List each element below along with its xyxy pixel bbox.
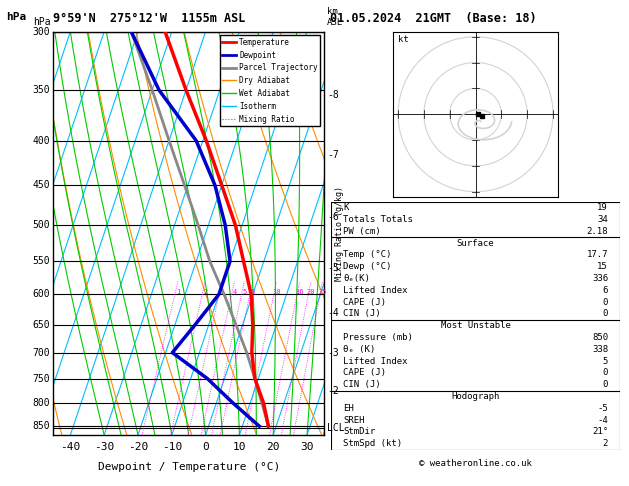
- Text: 01.05.2024  21GMT  (Base: 18): 01.05.2024 21GMT (Base: 18): [330, 12, 537, 25]
- Text: 600: 600: [33, 289, 50, 299]
- Text: 2.18: 2.18: [586, 226, 608, 236]
- Text: 6: 6: [250, 289, 255, 295]
- Text: © weatheronline.co.uk: © weatheronline.co.uk: [419, 459, 532, 469]
- Text: 338: 338: [592, 345, 608, 354]
- Text: SREH: SREH: [343, 416, 365, 425]
- Text: Pressure (mb): Pressure (mb): [343, 333, 413, 342]
- Text: 1: 1: [175, 289, 180, 295]
- Text: -7: -7: [327, 150, 339, 159]
- Text: 10: 10: [272, 289, 281, 295]
- Text: 2: 2: [603, 439, 608, 448]
- Text: -3: -3: [327, 347, 339, 358]
- Text: -20: -20: [128, 442, 148, 452]
- Text: 20: 20: [267, 442, 280, 452]
- Text: 850: 850: [33, 421, 50, 431]
- Text: 0: 0: [603, 309, 608, 318]
- Text: 500: 500: [33, 220, 50, 230]
- Text: 16: 16: [296, 289, 304, 295]
- Text: -4: -4: [327, 308, 339, 318]
- Text: 25: 25: [318, 289, 326, 295]
- Text: kt: kt: [398, 35, 409, 44]
- Text: EH: EH: [343, 404, 353, 413]
- Text: 550: 550: [33, 256, 50, 266]
- Text: Lifted Index: Lifted Index: [343, 357, 408, 365]
- Text: Totals Totals: Totals Totals: [343, 215, 413, 224]
- Text: -10: -10: [162, 442, 182, 452]
- Text: Hodograph: Hodograph: [452, 392, 499, 401]
- Text: CIN (J): CIN (J): [343, 380, 381, 389]
- Text: 20: 20: [307, 289, 315, 295]
- Text: 400: 400: [33, 136, 50, 146]
- Text: 10: 10: [233, 442, 246, 452]
- Text: hPa: hPa: [6, 12, 26, 22]
- Text: 750: 750: [33, 374, 50, 384]
- Text: 9°59'N  275°12'W  1155m ASL: 9°59'N 275°12'W 1155m ASL: [53, 12, 246, 25]
- Text: 0: 0: [603, 297, 608, 307]
- Text: 17.7: 17.7: [586, 250, 608, 260]
- Text: CAPE (J): CAPE (J): [343, 297, 386, 307]
- Text: θₑ(K): θₑ(K): [343, 274, 370, 283]
- Text: -5: -5: [327, 263, 339, 273]
- Text: 3: 3: [220, 289, 224, 295]
- Text: 4: 4: [232, 289, 237, 295]
- Text: -5: -5: [598, 404, 608, 413]
- Text: Dewpoint / Temperature (°C): Dewpoint / Temperature (°C): [97, 462, 280, 472]
- Text: -8: -8: [327, 90, 339, 101]
- Text: -4: -4: [598, 416, 608, 425]
- Text: Most Unstable: Most Unstable: [440, 321, 511, 330]
- Text: θₑ (K): θₑ (K): [343, 345, 376, 354]
- Legend: Temperature, Dewpoint, Parcel Trajectory, Dry Adiabat, Wet Adiabat, Isotherm, Mi: Temperature, Dewpoint, Parcel Trajectory…: [220, 35, 320, 126]
- Text: PW (cm): PW (cm): [343, 226, 381, 236]
- Text: 650: 650: [33, 319, 50, 330]
- Text: -30: -30: [94, 442, 114, 452]
- Text: 5: 5: [242, 289, 247, 295]
- Text: 6: 6: [603, 286, 608, 295]
- Text: 800: 800: [33, 398, 50, 408]
- Text: 850: 850: [592, 333, 608, 342]
- Text: 21°: 21°: [592, 427, 608, 436]
- Text: km
ASL: km ASL: [327, 7, 343, 27]
- Text: K: K: [343, 203, 348, 212]
- Text: -40: -40: [60, 442, 81, 452]
- Text: Temp (°C): Temp (°C): [343, 250, 391, 260]
- Text: 336: 336: [592, 274, 608, 283]
- Text: hPa: hPa: [33, 17, 50, 27]
- Text: Dewp (°C): Dewp (°C): [343, 262, 391, 271]
- Text: Lifted Index: Lifted Index: [343, 286, 408, 295]
- Text: 0: 0: [603, 368, 608, 377]
- Text: 300: 300: [33, 27, 50, 36]
- Text: 0: 0: [203, 442, 209, 452]
- Text: 5: 5: [603, 357, 608, 365]
- Text: CIN (J): CIN (J): [343, 309, 381, 318]
- Text: 350: 350: [33, 85, 50, 95]
- Text: 34: 34: [598, 215, 608, 224]
- Text: StmDir: StmDir: [343, 427, 376, 436]
- Text: 19: 19: [598, 203, 608, 212]
- Text: CAPE (J): CAPE (J): [343, 368, 386, 377]
- Text: 15: 15: [598, 262, 608, 271]
- Text: LCL: LCL: [327, 423, 345, 434]
- Text: Mixing Ratio (g/kg): Mixing Ratio (g/kg): [335, 186, 344, 281]
- Text: StmSpd (kt): StmSpd (kt): [343, 439, 402, 448]
- Text: -2: -2: [327, 386, 339, 396]
- Text: 30: 30: [300, 442, 314, 452]
- Text: 0: 0: [603, 380, 608, 389]
- Text: 700: 700: [33, 347, 50, 358]
- Text: 2: 2: [203, 289, 208, 295]
- Text: Surface: Surface: [457, 239, 494, 247]
- Text: -6: -6: [327, 212, 339, 223]
- Text: 450: 450: [33, 180, 50, 190]
